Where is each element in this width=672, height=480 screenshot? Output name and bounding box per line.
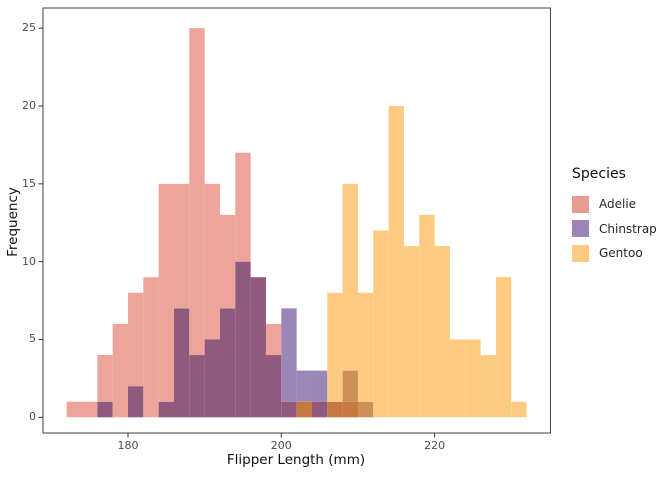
histogram-bar-segment: [97, 401, 113, 418]
legend-label: Chinstrap: [599, 221, 657, 236]
histogram-bar-segment: [465, 339, 481, 418]
y-tick-label: 0: [29, 410, 36, 424]
histogram-bar-segment: [419, 214, 435, 418]
histogram-bar-segment: [265, 323, 282, 356]
y-tick-label: 25: [22, 21, 36, 35]
histogram-bar-segment: [327, 292, 343, 402]
x-tick-label: 220: [424, 439, 446, 452]
histogram-bar-segment: [495, 277, 512, 418]
y-tick-label: 10: [22, 254, 36, 268]
x-axis-title: Flipper Length (mm): [226, 452, 366, 468]
legend-label: Adelie: [599, 197, 637, 212]
histogram-bar-segment: [235, 152, 251, 262]
legend-item-gentoo: Gentoo: [572, 241, 657, 266]
histogram-bar-segment: [373, 230, 389, 418]
histogram-bar-segment: [327, 401, 343, 418]
histogram-bar-segment: [403, 246, 420, 418]
histogram-bar-segment: [173, 183, 190, 309]
legend-swatch-gentoo: [572, 244, 589, 262]
legend-swatch-adelie: [572, 195, 589, 213]
histogram-bar-segment: [388, 106, 404, 418]
histogram-bar-segment: [204, 339, 220, 418]
x-tick-label: 200: [270, 439, 292, 452]
histogram-bar-segment: [158, 183, 174, 402]
histogram-bar-segment: [250, 277, 266, 418]
legend: Species Adelie Chinstrap Gentoo: [572, 166, 657, 266]
histogram-bar-segment: [82, 401, 98, 418]
histogram-bar-segment: [173, 308, 190, 418]
legend-item-chinstrap: Chinstrap: [572, 217, 657, 242]
histogram-bar-segment: [143, 277, 159, 418]
histogram-bar-segment: [434, 246, 450, 418]
histogram-bar-segment: [342, 183, 358, 371]
histogram-bar-segment: [128, 386, 144, 418]
histogram-bar-segment: [357, 401, 374, 418]
legend-item-adelie: Adelie: [572, 192, 657, 217]
histogram-bar-segment: [112, 323, 128, 418]
histogram-bar-segment: [511, 401, 527, 418]
legend-swatch-chinstrap: [572, 220, 589, 238]
histogram-bar-segment: [97, 355, 113, 402]
histogram-bar-segment: [480, 355, 496, 418]
panel-border: [42, 7, 551, 434]
histogram-bar-segment: [449, 339, 466, 418]
histogram-bar-segment: [158, 401, 174, 418]
legend-title: Species: [572, 166, 626, 182]
histogram-bar-segment: [342, 370, 358, 402]
y-tick-label: 20: [22, 99, 36, 112]
x-tick-label: 180: [117, 439, 139, 452]
legend-label: Gentoo: [599, 246, 643, 261]
histogram-bar-segment: [66, 401, 83, 418]
histogram-bar-segment: [311, 370, 328, 402]
histogram-bar-segment: [281, 401, 297, 418]
histogram-bar-segment: [204, 183, 220, 340]
histogram-bar-segment: [357, 292, 374, 402]
histogram-bar-segment: [281, 308, 297, 402]
y-tick-label: 15: [22, 176, 36, 190]
y-axis-title: Frequency: [5, 187, 21, 257]
y-tick-label: 5: [29, 332, 36, 346]
histogram-bar-segment: [311, 401, 328, 418]
histogram-bar-segment: [265, 355, 282, 418]
histogram-bar-segment: [235, 261, 251, 418]
histogram-bar-segment: [189, 355, 205, 418]
histogram-bar-segment: [189, 28, 205, 356]
histogram-bar-segment: [296, 401, 312, 418]
histogram-bar-segment: [219, 214, 236, 309]
histogram-bar-segment: [128, 292, 144, 387]
histogram-bar-segment: [296, 370, 312, 402]
histogram-bar-segment: [219, 308, 236, 418]
legend-items: Adelie Chinstrap Gentoo: [572, 192, 657, 266]
histogram-bar-segment: [342, 401, 358, 418]
